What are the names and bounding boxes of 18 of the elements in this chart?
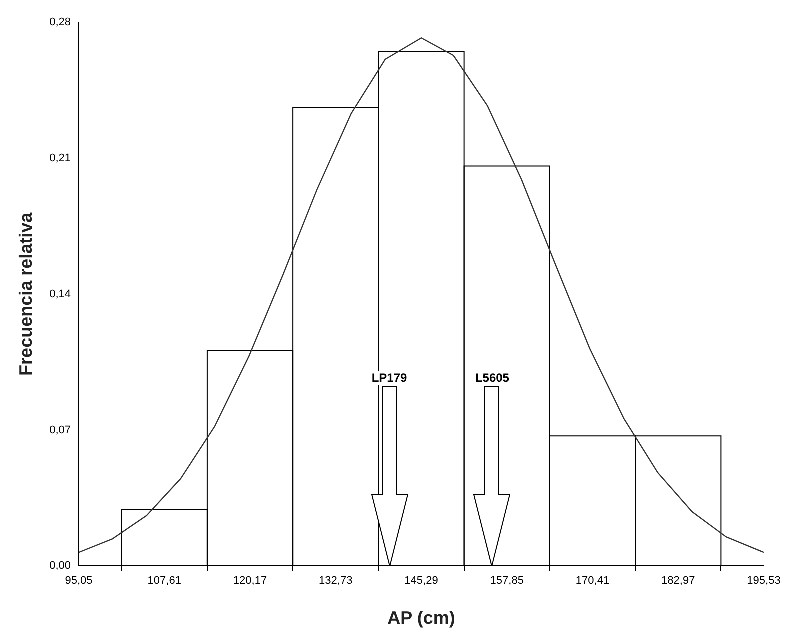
x-tick-label: 132,73	[319, 574, 353, 587]
x-tick-label: 195,53	[747, 574, 781, 587]
y-tick-label: 0,00	[50, 560, 72, 572]
x-tick-label: 120,17	[233, 574, 268, 587]
y-axis-title: Frecuencia relativa	[16, 212, 36, 376]
annotation: L5605	[473, 370, 512, 385]
x-tick-label: 107,61	[148, 574, 182, 587]
y-tick-label: 0,28	[50, 16, 72, 29]
x-tick-label: 182,97	[662, 574, 696, 587]
y-tick-label: 0,07	[50, 424, 72, 436]
annotation: LP179	[370, 370, 410, 385]
y-tick-label: 0,21	[50, 152, 72, 165]
x-tick-label: 157,85	[490, 574, 524, 587]
x-tick-label: 95,05	[65, 574, 93, 587]
y-tick-label: 0,14	[50, 288, 72, 300]
x-tick-label: 170,41	[576, 574, 610, 587]
x-tick-label: 145,29	[404, 574, 438, 587]
x-axis-title: AP (cm)	[388, 608, 456, 628]
